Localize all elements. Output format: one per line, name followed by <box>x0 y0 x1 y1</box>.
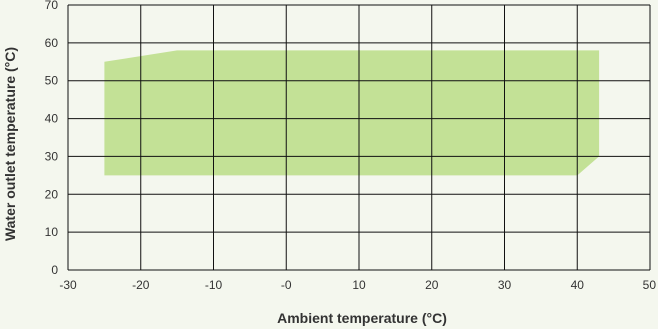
y-tick-label: 70 <box>45 0 59 12</box>
x-tick-label: 20 <box>425 278 439 292</box>
y-tick-label: 10 <box>45 225 59 239</box>
x-tick-label: 50 <box>643 278 657 292</box>
x-axis-label: Ambient temperature (°C) <box>277 310 447 326</box>
y-tick-label: 0 <box>51 263 58 277</box>
x-tick-label: -10 <box>205 278 223 292</box>
y-tick-label: 50 <box>45 74 59 88</box>
x-tick-label: -0 <box>281 278 292 292</box>
x-tick-label: 30 <box>498 278 512 292</box>
y-tick-label: 30 <box>45 149 59 163</box>
operating-area-0 <box>104 50 600 176</box>
x-tick-label: 40 <box>571 278 585 292</box>
x-tick-label: -30 <box>59 278 77 292</box>
tick-layer: -30 -20 -10 -0 10 20 30 40 50 0 10 20 30 40 50 60 70 <box>45 0 657 292</box>
y-tick-label: 60 <box>45 36 59 50</box>
grid-layer <box>67 4 651 271</box>
y-tick-label: 20 <box>45 187 59 201</box>
area-layer <box>104 50 600 176</box>
x-tick-label: 10 <box>352 278 366 292</box>
y-axis-label: Water outlet temperature (°C) <box>2 47 18 241</box>
y-tick-label: 40 <box>45 112 59 126</box>
x-tick-label: -20 <box>132 278 150 292</box>
